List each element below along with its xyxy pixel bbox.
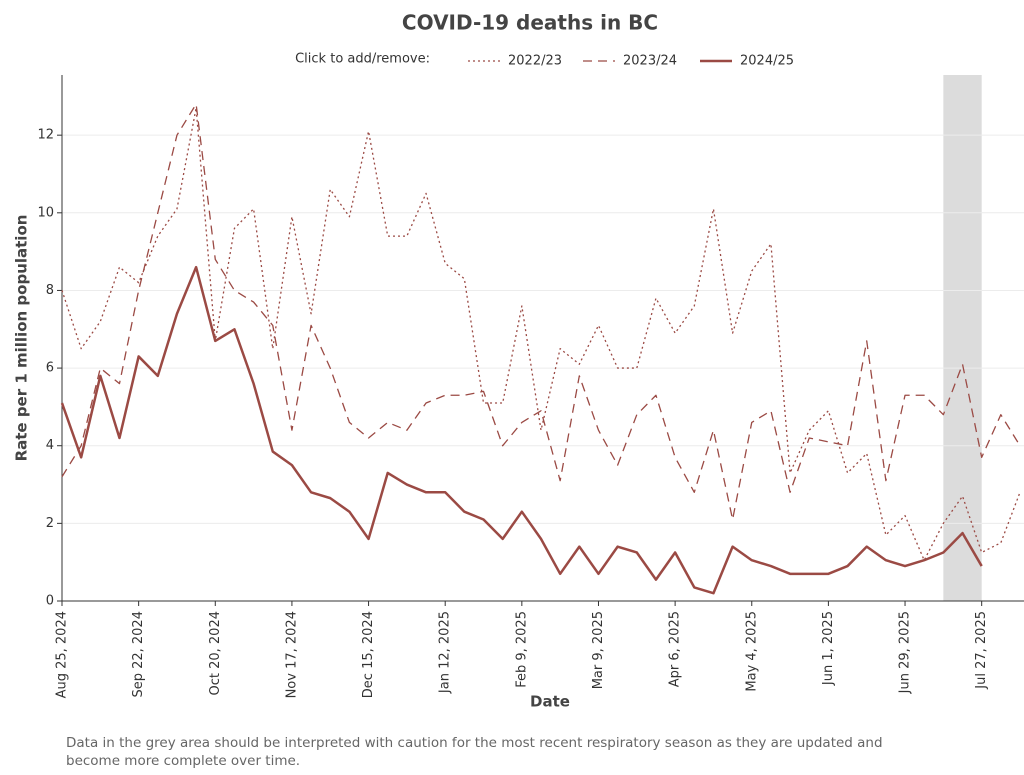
y-axis-title: Rate per 1 million population (13, 215, 31, 462)
x-tick-label: Apr 6, 2025 (668, 611, 683, 687)
x-tick-label: Sep 22, 2024 (131, 611, 146, 698)
x-tick-label: Nov 17, 2024 (284, 611, 299, 698)
x-tick-label: Mar 9, 2025 (591, 611, 606, 689)
y-tick-label: 0 (46, 594, 54, 609)
legend-item[interactable]: 2022/23 (468, 54, 562, 69)
series-line (60, 265, 983, 595)
x-tick-label: May 4, 2025 (744, 611, 759, 692)
legend-label: 2023/24 (623, 54, 677, 69)
y-tick-label: 2 (46, 516, 54, 531)
x-tick-label: Jun 1, 2025 (821, 611, 836, 686)
x-tick-label: Jan 12, 2025 (438, 611, 453, 694)
chart-title: COVID-19 deaths in BC (402, 11, 658, 35)
y-tick-label: 4 (46, 438, 54, 453)
legend-item[interactable]: 2023/24 (583, 54, 677, 69)
y-tick-label: 10 (37, 205, 54, 220)
x-tick-label: Feb 9, 2025 (514, 611, 529, 688)
x-tick-label: Jun 29, 2025 (898, 611, 913, 694)
y-tick-label: 8 (46, 283, 54, 298)
series-line (61, 107, 1021, 561)
series-line (61, 103, 1021, 521)
legend-item[interactable]: 2024/25 (700, 54, 794, 69)
x-tick-label: Jul 27, 2025 (974, 611, 989, 690)
legend-label: 2024/25 (740, 54, 794, 69)
caution-region (943, 75, 982, 601)
x-tick-label: Dec 15, 2024 (361, 611, 376, 698)
x-tick-label: Aug 25, 2024 (55, 611, 70, 698)
footnote: Data in the grey area should be interpre… (66, 735, 883, 769)
y-tick-label: 12 (37, 128, 54, 143)
legend-prompt: Click to add/remove: (295, 52, 430, 67)
x-axis-title: Date (530, 693, 570, 711)
x-tick-label: Oct 20, 2024 (208, 611, 223, 696)
legend-label: 2022/23 (508, 54, 562, 69)
y-tick-label: 6 (46, 361, 54, 376)
